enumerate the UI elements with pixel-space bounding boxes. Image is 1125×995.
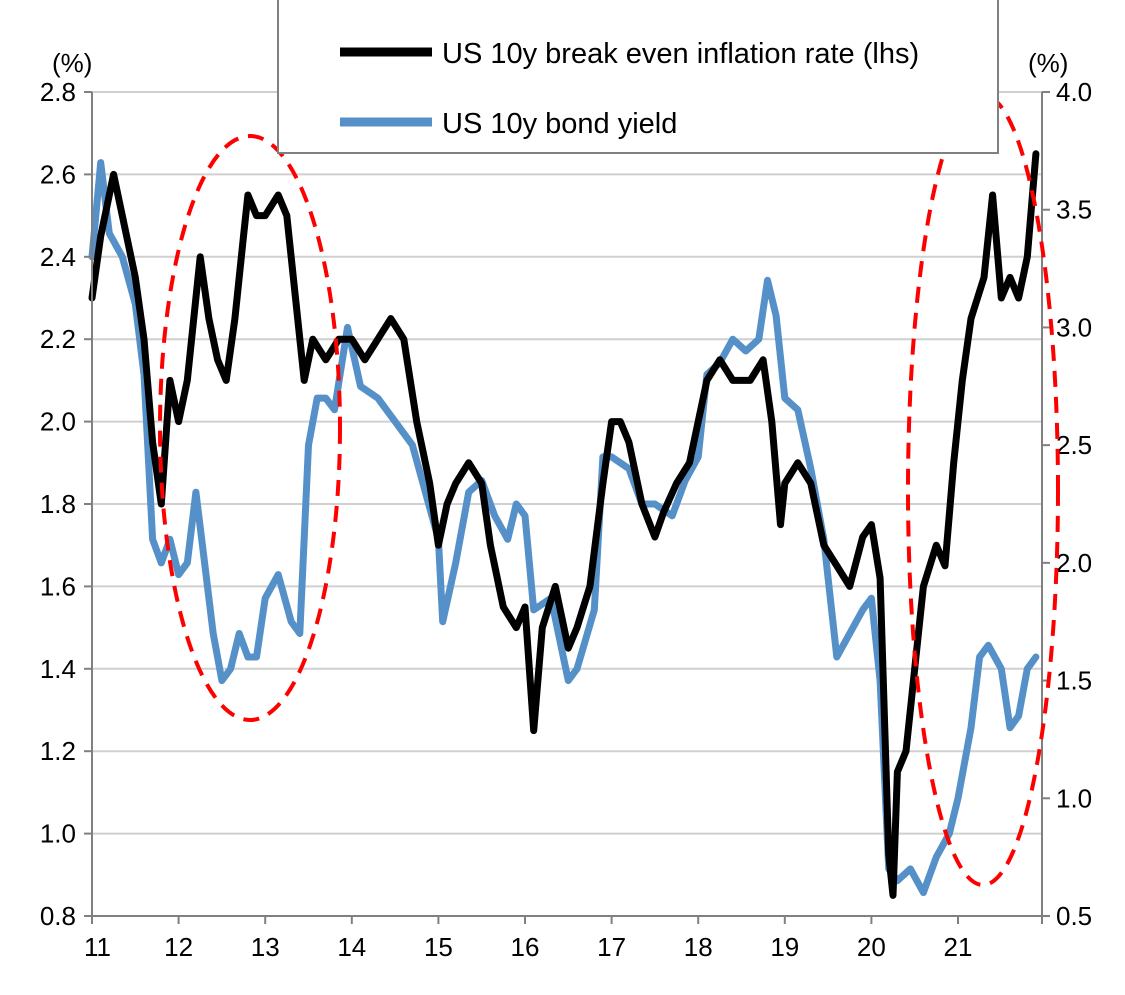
legend-label-breakeven: US 10y break even inflation rate (lhs): [442, 38, 919, 70]
right-tick-label: 1.5: [1056, 666, 1092, 696]
left-tick-label: 2.4: [40, 242, 76, 272]
legend-label-bond-yield: US 10y bond yield: [442, 108, 677, 140]
left-tick-label: 2.6: [40, 159, 76, 189]
left-tick-label: 1.8: [40, 489, 76, 519]
left-tick-label: 1.4: [40, 654, 76, 684]
right-axis-unit: (%): [1028, 48, 1068, 78]
left-axis-unit: (%): [52, 48, 92, 78]
right-tick-label: 3.0: [1056, 312, 1092, 342]
x-tick-label: 20: [857, 932, 886, 962]
right-tick-label: 3.5: [1056, 195, 1092, 225]
left-tick-label: 1.6: [40, 571, 76, 601]
x-tick-label: 17: [597, 932, 626, 962]
series-lines: [88, 150, 1040, 899]
x-tick-label: 21: [944, 932, 973, 962]
x-tick-label: 16: [511, 932, 540, 962]
left-tick-label: 2.2: [40, 324, 76, 354]
x-tick-label: 15: [424, 932, 453, 962]
x-tick-label: 18: [684, 932, 713, 962]
right-tick-label: 1.0: [1056, 783, 1092, 813]
legend: US 10y break even inflation rate (lhs) U…: [277, 0, 999, 154]
legend-box: [277, 0, 999, 154]
left-tick-label: 1.0: [40, 819, 76, 849]
x-tick-label: 19: [770, 932, 799, 962]
x-tick-label: 11: [84, 932, 111, 962]
left-tick-label: 2.8: [40, 77, 76, 107]
annotation-ellipse-left: [158, 134, 342, 722]
right-tick-label: 2.0: [1056, 548, 1092, 578]
x-tick-label: 12: [164, 932, 193, 962]
right-tick-label: 0.5: [1056, 901, 1092, 931]
right-tick-label: 4.0: [1056, 77, 1092, 107]
annotation-ellipse-right: [906, 93, 1060, 887]
left-tick-label: 1.2: [40, 736, 76, 766]
left-tick-label: 0.8: [40, 901, 76, 931]
gridlines: [92, 91, 1042, 835]
tick-labels: 0.8 1.0 1.2 1.4 1.6 1.8 2.0 2.2 2.4 2.6 2.8 0.5 1.0 1…: [40, 77, 1092, 962]
left-tick-label: 2.0: [40, 407, 76, 437]
x-tick-label: 13: [251, 932, 280, 962]
x-tick-label: 14: [337, 932, 366, 962]
series-line-breakeven: [88, 150, 1040, 899]
right-tick-label: 2.5: [1056, 430, 1092, 460]
